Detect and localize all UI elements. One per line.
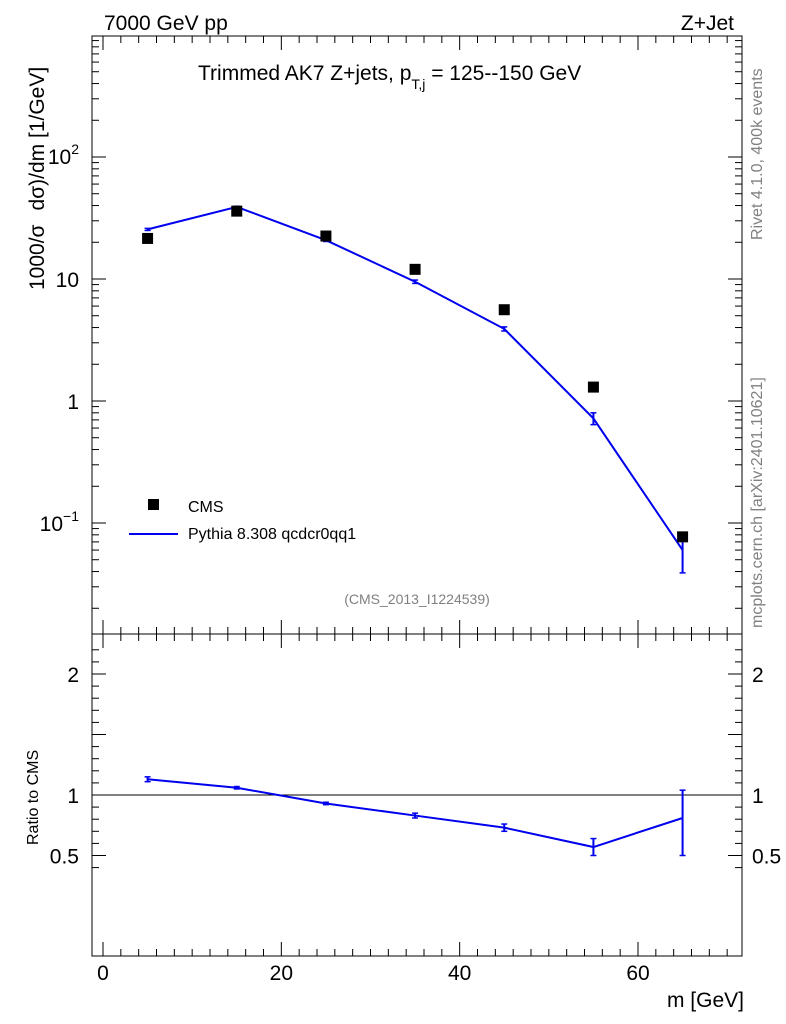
ratio-ytick-label-right: 2: [752, 664, 764, 687]
main-axis-ticks: [92, 36, 742, 634]
x-tick-label: 20: [270, 962, 293, 985]
cms-data-point: [142, 232, 154, 244]
header-right-label: Z+Jet: [681, 12, 734, 35]
legend-mc-label: Pythia 8.308 qcdcr0qq1: [188, 526, 356, 543]
main-panel-frame: [91, 35, 743, 635]
rivet-credit: Rivet 4.1.0, 400k events: [749, 68, 766, 240]
ratio-axis-ticks: [92, 634, 742, 956]
cms-data-point: [409, 263, 421, 275]
mc-line: [147, 205, 684, 551]
main-mc-series: [144, 205, 686, 574]
ytick-label-10: 10: [56, 269, 79, 292]
cms-data-point: [231, 205, 243, 217]
ratio-ytick-label-left: 0.5: [50, 846, 79, 869]
main-data-series: [142, 205, 689, 543]
mcplots-credit: mcplots.cern.ch [arXiv:2401.10621]: [749, 377, 766, 628]
ytick-label-100: 102: [48, 141, 79, 169]
main-title-part-b: = 125--150 GeV: [425, 62, 581, 85]
legend-cms-marker: [148, 499, 159, 510]
main-title-part-a: Trimmed AK7 Z+jets, p: [198, 62, 411, 85]
x-tick-label: 60: [626, 962, 649, 985]
ytick-label-1: 1: [67, 391, 79, 414]
cms-data-point: [677, 531, 689, 543]
legend-cms-label: CMS: [188, 499, 224, 516]
ratio-ytick-label-left: 1: [67, 785, 79, 808]
ratio-ytick-label-right: 0.5: [752, 846, 781, 869]
main-y-tick-labels: 102 10 1 10−1: [40, 141, 80, 536]
main-title-subscript: T,j: [411, 76, 425, 92]
x-tick-label: 40: [448, 962, 471, 985]
cms-data-point: [587, 381, 599, 393]
ytick-label-0-1: 10−1: [40, 508, 80, 536]
ratio-ytick-label-left: 2: [67, 664, 79, 687]
main-title: Trimmed AK7 Z+jets, pT,j = 125--150 GeV: [198, 62, 581, 92]
legend: CMS Pythia 8.308 qcdcr0qq1: [129, 499, 356, 543]
x-tick-labels: 0 20 40 60: [97, 962, 650, 985]
main-y-axis-label-a: 1000/σ: [26, 224, 49, 290]
main-y-axis-label-b: dσ)/dm [1/GeV]: [26, 67, 49, 211]
x-tick-label: 0: [97, 962, 109, 985]
cms-data-point: [498, 304, 510, 316]
ratio-series: [144, 776, 686, 857]
ratio-y-axis-label: Ratio to CMS: [25, 750, 42, 845]
cms-data-point: [320, 230, 332, 242]
ratio-y-tick-labels: 0.5 0.5 1 1 2 2: [50, 664, 781, 869]
header-left-label: 7000 GeV pp: [104, 12, 228, 35]
ratio-ytick-label-right: 1: [752, 785, 764, 808]
analysis-watermark: (CMS_2013_I1224539): [344, 591, 490, 607]
main-y-axis-label: 1000/σ dσ)/dm [1/GeV]: [26, 67, 49, 290]
x-axis-label: m [GeV]: [667, 989, 744, 1012]
